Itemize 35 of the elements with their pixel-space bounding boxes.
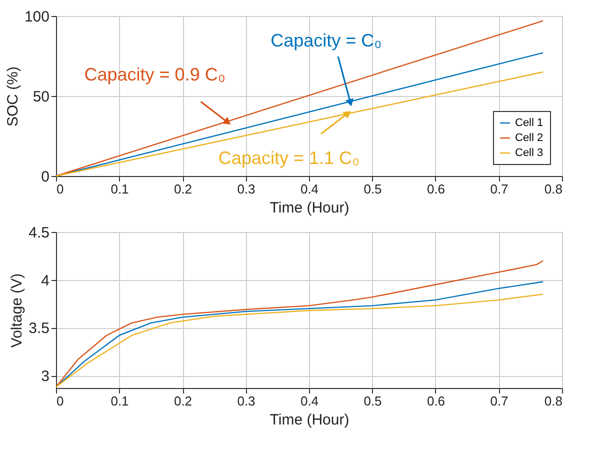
y-tick-label: 100 xyxy=(24,8,50,26)
y-tick-label: 4.5 xyxy=(28,224,50,242)
x-tick-label: 0.5 xyxy=(364,394,382,408)
x-tick-label: 0.8 xyxy=(544,182,562,196)
x-tick-label: 0 xyxy=(56,394,64,408)
x-tick-label: 0.5 xyxy=(364,182,382,196)
x-tick-label: 0.3 xyxy=(237,394,256,408)
x-tick-label: 0.1 xyxy=(110,182,129,196)
y-tick-label: 50 xyxy=(32,88,50,106)
legend-label: Cell 3 xyxy=(515,147,544,159)
y-axis-title: SOC (%) xyxy=(4,66,22,126)
x-axis-title: Time (Hour) xyxy=(270,412,350,428)
x-tick-label: 0.2 xyxy=(174,394,192,408)
x-axis-title: Time (Hour) xyxy=(270,200,350,216)
annotation: Capacity = C₀ xyxy=(270,30,382,51)
y-tick-label: 3 xyxy=(41,368,50,386)
x-tick-label: 0.7 xyxy=(490,182,508,196)
legend-label: Cell 2 xyxy=(515,132,544,144)
legend-label: Cell 1 xyxy=(515,117,544,129)
y-tick-label: 4 xyxy=(41,272,50,290)
x-tick-label: 0.7 xyxy=(490,394,508,408)
x-tick-label: 0.4 xyxy=(300,394,319,408)
annotation: Capacity = 0.9 C₀ xyxy=(84,64,226,85)
x-tick-label: 0.6 xyxy=(426,182,446,196)
x-tick-label: 0.4 xyxy=(300,182,319,196)
x-tick-label: 0 xyxy=(56,182,64,196)
x-tick-label: 0.1 xyxy=(110,394,129,408)
x-tick-label: 0.8 xyxy=(544,394,562,408)
annotation: Capacity = 1.1 C₀ xyxy=(218,148,360,168)
y-axis-title: Voltage (V) xyxy=(8,273,26,348)
x-tick-label: 0.3 xyxy=(237,182,256,196)
x-tick-label: 0.2 xyxy=(174,182,192,196)
y-tick-label: 3.5 xyxy=(28,320,50,338)
x-tick-label: 0.6 xyxy=(426,394,446,408)
y-tick-label: 0 xyxy=(41,168,50,186)
